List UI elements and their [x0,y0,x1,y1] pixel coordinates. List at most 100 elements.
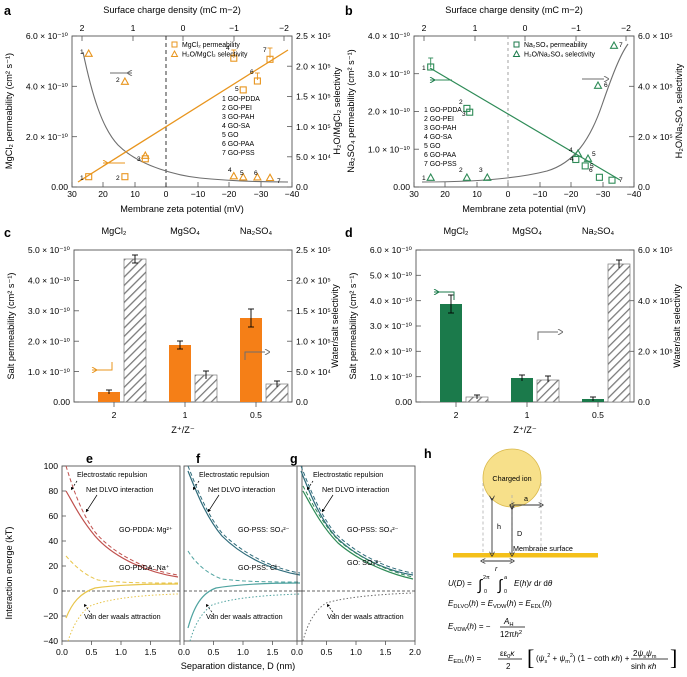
svg-text:2 GO-PEI: 2 GO-PEI [222,105,252,112]
panel-d-right-tick-0: 0.0 [638,397,650,407]
panel-e-leader-lines [70,480,98,616]
panel-b-sample-list: 1 GO-PDDA 2 GO-PEI 3 GO-PAH 4 GO-SA 5 GO… [424,107,462,168]
panel-b-legend-square-icon [513,41,520,48]
svg-text:3: 3 [479,167,483,174]
panel-a-bottom-tick-4: −10 [191,189,206,199]
svg-text:4: 4 [570,156,574,163]
svg-text:3: 3 [137,156,141,163]
panel-c-salt-header-0: MgCl₂ [101,226,126,236]
panel-a-right-tick-5: 2.5 × 10⁵ [296,31,331,41]
panel-b-legend-triangle-icon [512,49,521,57]
svg-text:6: 6 [254,170,258,177]
panel-c-x-tick-2: 0.5 [250,410,262,420]
panel-b-top-tick-3: −1 [571,23,581,33]
panel-c-chart: MgCl₂ MgSO₄ Na₂SO₄ 0.00 1.0 × 10⁻¹⁰ 2.0 … [6,226,340,435]
svg-text:1.0: 1.0 [237,647,249,657]
panel-c-x-tick-0: 2 [112,410,117,420]
panel-f-so4-electrostatic [187,465,301,574]
panel-b-top-tick-0: 2 [422,23,427,33]
panel-d-x-tick-1: 1 [525,410,530,420]
panel-c-right-tick-4: 2.0 × 10⁵ [296,276,331,286]
svg-text:0.0: 0.0 [291,647,303,657]
panel-d-bar-sel-2 [607,263,631,403]
svg-text:0: 0 [504,589,507,595]
panel-e-mg-net-dlvo [65,490,179,578]
panel-e-na-electrostatic [65,555,179,584]
panel-a-top-tick-4: −2 [279,23,289,33]
svg-text:∫: ∫ [477,577,484,594]
svg-text:12πh2: 12πh2 [500,630,522,639]
panel-h-membrane-surface [453,553,598,558]
panel-h-ion-label: Charged ion [492,474,531,483]
panel-d-right-tick-1: 2.0 × 10⁵ [638,347,673,357]
panel-g-leader-lines [306,480,336,616]
svg-text:1: 1 [422,65,426,72]
panel-a-bottom-axis-label: Membrane zeta potential (mV) [120,204,244,214]
panel-b-left-tick-2: 2.0 × 10⁻¹⁰ [368,107,411,117]
panel-a-bottom-tick-5: −20 [222,189,237,199]
svg-text:1 GO-PDDA: 1 GO-PDDA [424,107,462,114]
panel-letter-d: d [345,226,353,240]
panel-b-legend-label-0: Na₂SO₄ permeability [524,42,588,49]
panel-h-equations: U(D) = ∫ 0 2π ∫ 0 a E(h)r dr dθ EDLVO(h)… [448,575,677,671]
panel-b-left-tick-4: 4.0 × 10⁻¹⁰ [368,31,411,41]
svg-text:−20: −20 [43,611,58,621]
panel-d-left-tick-4: 4.0 × 10⁻¹⁰ [370,296,413,306]
panel-a-selectivity-curve [82,51,289,183]
panel-e-mg-electrostatic [65,465,179,576]
panel-b-left-tick-0: 0.00 [393,182,410,192]
panel-letter-c: c [4,226,11,240]
panel-g-annotation-1: Net DLVO interaction [322,485,389,494]
panel-a-top-tick-1: 1 [131,23,136,33]
svg-text:2.0: 2.0 [409,647,421,657]
panel-a-plot-frame [71,35,293,188]
svg-text:1: 1 [80,175,84,182]
panel-g-go-electrostatic [302,485,414,578]
panel-a-right-tick-2: 1.0 × 10⁵ [296,122,331,132]
panel-d-x-tick-0: 2 [454,410,459,420]
panel-d-salt-header-0: MgCl₂ [443,226,468,236]
panel-d-bar-perm-1 [511,378,533,402]
panel-a-left-axis-label: MgCl₂ permeability (cm² s⁻¹) [4,53,14,169]
svg-text:6 GO-PAA: 6 GO-PAA [222,141,254,148]
panel-g-annotation-2: Van der waals attraction [327,612,404,621]
panel-c-x-tick-1: 1 [183,410,188,420]
svg-text:0.0: 0.0 [56,647,68,657]
panel-d-bars [440,263,631,403]
panel-letter-h: h [424,447,432,461]
panel-b-bottom-tick-2: 10 [472,189,482,199]
svg-text:EVDW(h) = −: EVDW(h) = − [448,622,491,633]
svg-text:4 GO-SA: 4 GO-SA [424,134,452,141]
panel-c-left-tick-0: 0.00 [53,397,70,407]
panel-c-bar-perm-0 [98,392,120,402]
svg-text:4: 4 [228,167,232,174]
panels-efg-chart: Interaction energe (kT) −40 −20 0 20 40 … [4,461,421,671]
panel-a-sample-list: 1 GO-PDDA 2 GO-PEI 3 GO-PAH 4 GO-SA 5 GO… [222,96,260,157]
panel-d-left-tick-0: 0.00 [395,397,412,407]
panel-d-right-tick-2: 4.0 × 10⁵ [638,296,673,306]
panel-d-right-axis-label: Water/salt selectivity [672,284,682,368]
panel-letter-a: a [4,4,11,18]
panel-c-left-tick-2: 2.0 × 10⁻¹⁰ [28,336,71,346]
svg-text:[: [ [527,645,534,670]
panel-h-surface-label: Membrane surface [513,544,573,553]
svg-text:20: 20 [48,561,58,571]
panel-a-top-tick-0: 2 [80,23,85,33]
panel-b-selectivity-curve [421,43,629,183]
panel-f-leader-lines [192,480,220,616]
panel-c-bar-sel-1 [194,374,218,403]
svg-text:60: 60 [48,511,58,521]
panel-a-legend-label-0: MgCl₂ permeability [182,42,240,49]
panel-a-right-tick-1: 5.0 × 10⁴ [296,152,331,162]
panel-h-schematic: Charged ion h D a r Membrane surface U(D… [448,448,677,671]
svg-text:5 GO: 5 GO [222,132,239,139]
panel-c-left-tick-4: 4.0 × 10⁻¹⁰ [28,276,71,286]
panel-c-error-bars [106,254,280,394]
panel-f-cl-electrostatic [187,550,301,583]
panel-d-chart: MgCl₂ MgSO₄ Na₂SO₄ 0.00 1.0 × 10⁻¹⁰ 2.0 … [348,226,682,435]
panel-c-right-axis-label: Water/salt selectivity [330,284,340,368]
panel-b-bottom-tick-6: −30 [596,189,611,199]
panel-e-y-ticks [62,465,66,642]
svg-text:∫: ∫ [497,577,504,594]
